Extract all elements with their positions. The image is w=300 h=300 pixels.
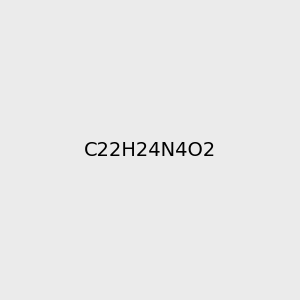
Text: C22H24N4O2: C22H24N4O2	[84, 140, 216, 160]
